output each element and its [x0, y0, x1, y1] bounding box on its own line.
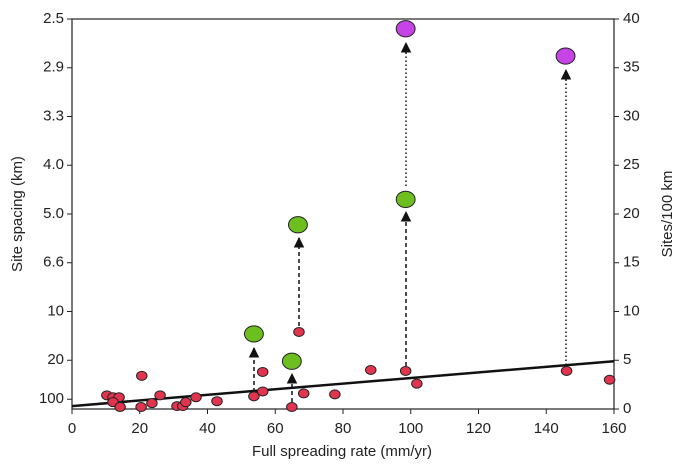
x-tick-label: 40 — [199, 420, 216, 437]
point — [281, 352, 302, 370]
point — [286, 402, 298, 413]
y-tick-label: 20 — [47, 351, 64, 368]
point — [146, 398, 158, 409]
x-tick-label: 80 — [335, 420, 352, 437]
x-tick-label: 140 — [534, 420, 559, 437]
point — [365, 365, 377, 375]
point — [243, 325, 264, 343]
y-axis-label: Site spacing (km) — [9, 156, 26, 272]
point — [603, 374, 616, 385]
y-tick-label: 5.0 — [43, 205, 64, 222]
point — [287, 216, 308, 234]
y2-tick-label: 10 — [623, 302, 640, 319]
point — [135, 402, 147, 413]
y2-tick-label: 40 — [623, 10, 640, 27]
x-tick-label: 20 — [131, 420, 148, 437]
point — [399, 365, 412, 376]
x-tick-label: 100 — [398, 420, 423, 437]
y2-tick-label: 5 — [623, 351, 631, 368]
point — [555, 47, 576, 65]
y2-tick-label: 30 — [623, 107, 640, 124]
point — [114, 402, 126, 413]
y-tick-label: 3.3 — [43, 107, 64, 124]
plot-frame — [71, 18, 615, 410]
y-tick-label: 100 — [39, 390, 64, 407]
x-tick-label: 0 — [68, 420, 76, 437]
y-tick-label: 2.5 — [43, 10, 64, 27]
point — [395, 190, 416, 208]
point — [560, 365, 573, 376]
x-tick-label: 160 — [601, 420, 626, 437]
y-tick-label: 6.6 — [43, 254, 64, 271]
point — [180, 397, 192, 408]
point — [190, 392, 202, 403]
point — [136, 370, 148, 381]
point — [154, 390, 166, 401]
y-tick-label: 4.0 — [43, 156, 64, 173]
point — [411, 378, 423, 389]
y2-axis-label: Sites/100 km — [659, 171, 676, 258]
point — [248, 391, 260, 402]
y2-tick-label: 25 — [623, 156, 640, 173]
point — [256, 386, 269, 397]
y2-tick-label: 20 — [623, 205, 640, 222]
point — [395, 20, 416, 38]
point — [329, 389, 341, 400]
point — [297, 388, 310, 399]
point — [211, 396, 223, 407]
x-tick-label: 120 — [466, 420, 491, 437]
y2-tick-label: 15 — [623, 254, 640, 271]
point — [256, 366, 269, 377]
y-tick-label: 10 — [47, 302, 64, 319]
x-axis-label: Full spreading rate (mm/yr) — [252, 443, 432, 460]
y2-tick-label: 0 — [623, 400, 631, 417]
y2-tick-label: 35 — [623, 59, 640, 76]
y-tick-label: 2.9 — [43, 59, 64, 76]
x-tick-label: 60 — [267, 420, 284, 437]
point — [293, 326, 305, 337]
